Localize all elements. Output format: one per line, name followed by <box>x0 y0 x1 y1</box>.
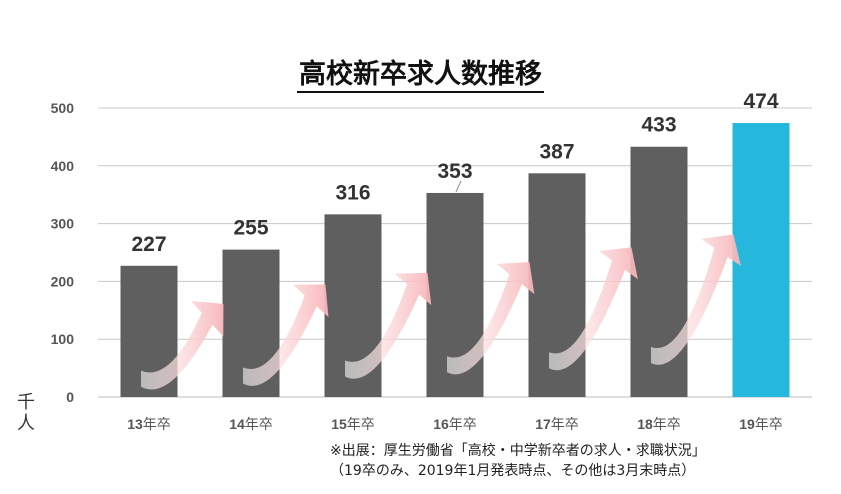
x-axis-tick-labels: 13年卒 14年卒 15年卒 16年卒 17年卒 18年卒 19年卒 <box>127 416 783 432</box>
x-tick-label: 13年卒 <box>127 416 171 432</box>
data-label: 227 <box>131 233 166 256</box>
x-tick-label: 19年卒 <box>739 416 783 432</box>
data-labels: 227 255 316 353 387 433 474 <box>131 90 778 256</box>
footnote-line-2: （19卒のみ、2019年1月発表時点、その他は3月末時点） <box>330 463 696 479</box>
data-label-leader <box>455 180 462 193</box>
x-tick-label: 16年卒 <box>433 416 477 432</box>
bar <box>732 123 790 397</box>
y-tick-label: 0 <box>66 389 74 405</box>
data-label: 353 <box>437 160 472 183</box>
x-tick-label: 14年卒 <box>229 416 273 432</box>
y-tick-label: 100 <box>51 331 75 347</box>
y-tick-label: 400 <box>51 158 75 174</box>
trend-arrow <box>549 247 638 371</box>
trend-arrow <box>243 284 329 386</box>
trend-arrow <box>345 272 432 379</box>
trend-arrow <box>141 300 224 390</box>
data-label: 255 <box>233 217 268 240</box>
data-label: 474 <box>743 90 778 113</box>
trend-arrow <box>651 234 741 365</box>
data-label: 387 <box>539 140 574 163</box>
x-tick-label: 15年卒 <box>331 416 375 432</box>
y-tick-label: 500 <box>51 100 75 116</box>
y-tick-label: 200 <box>51 273 75 289</box>
data-label: 316 <box>335 181 370 204</box>
y-tick-label: 300 <box>51 216 75 232</box>
chart-title-text: 高校新卒求人数推移 <box>297 59 544 93</box>
chart-title: 高校新卒求人数推移 <box>0 52 841 93</box>
y-axis-tick-labels: 0 100 200 300 400 500 <box>51 100 75 405</box>
x-tick-label: 17年卒 <box>535 416 579 432</box>
trend-arrows <box>141 234 741 390</box>
data-label: 433 <box>641 114 676 137</box>
trend-arrow <box>447 261 535 375</box>
footnote-line-1: ※出展：厚生労働省「高校・中学新卒者の求人・求職状況」 <box>330 443 706 459</box>
source-footnote: ※出展：厚生労働省「高校・中学新卒者の求人・求職状況」 （19卒のみ、2019年… <box>330 441 830 481</box>
y-axis-unit-label: 千人 <box>17 392 35 434</box>
x-tick-label: 18年卒 <box>637 416 681 432</box>
